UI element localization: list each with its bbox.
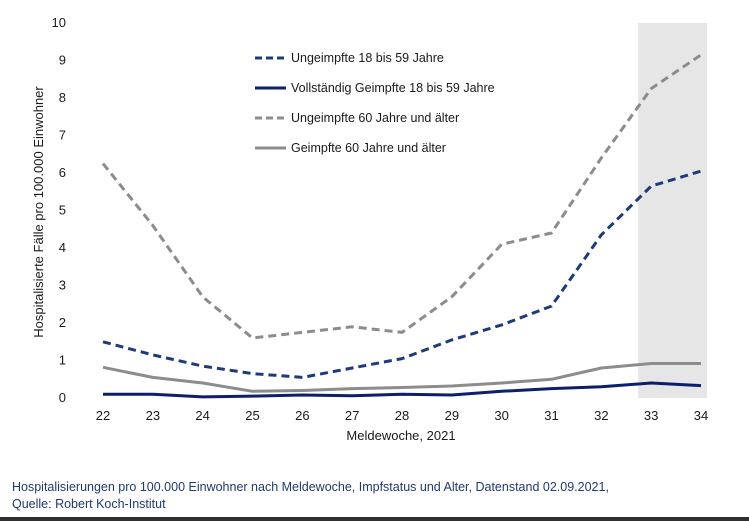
x-tick-label: 32 — [594, 408, 608, 423]
bottom-divider — [0, 517, 749, 521]
y-axis-label: Hospitalisierte Fälle pro 100.000 Einwoh… — [31, 86, 46, 338]
series-line-2 — [103, 381, 702, 399]
x-tick-label: 28 — [395, 408, 409, 423]
x-axis-label: Meldewoche, 2021 — [346, 428, 455, 443]
x-tick-label: 31 — [544, 408, 558, 423]
highlight-band — [638, 23, 707, 398]
series-line-3 — [101, 53, 702, 340]
x-tick-label: 24 — [195, 408, 209, 423]
y-tick-label: 0 — [59, 390, 66, 405]
y-tick-label: 2 — [59, 315, 66, 330]
y-tick-label: 1 — [59, 353, 66, 368]
figure-caption: Hospitalisierungen pro 100.000 Einwohner… — [12, 479, 742, 513]
x-tick-label: 22 — [96, 408, 110, 423]
y-tick-label: 5 — [59, 203, 66, 218]
x-tick-label: 33 — [644, 408, 658, 423]
caption-line-2: Quelle: Robert Koch-Institut — [12, 497, 166, 511]
x-tick-label: 30 — [494, 408, 508, 423]
y-tick-label: 3 — [59, 278, 66, 293]
series-line-4 — [102, 362, 701, 393]
y-tick-label: 7 — [59, 128, 66, 143]
y-tick-label: 9 — [59, 53, 66, 68]
caption-line-1: Hospitalisierungen pro 100.000 Einwohner… — [12, 480, 609, 494]
series-line-1 — [102, 169, 702, 379]
legend-label: Vollständig Geimpfte 18 bis 59 Jahre — [291, 81, 495, 95]
x-tick-label: 34 — [694, 408, 708, 423]
x-tick-label: 29 — [445, 408, 459, 423]
legend-label: Ungeimpfte 60 Jahre und älter — [291, 111, 459, 125]
x-tick-label: 23 — [146, 408, 160, 423]
y-tick-label: 8 — [59, 90, 66, 105]
y-tick-label: 10 — [52, 15, 66, 30]
legend-label: Geimpfte 60 Jahre und älter — [291, 141, 446, 155]
x-tick-label: 25 — [245, 408, 259, 423]
y-tick-label: 4 — [59, 240, 66, 255]
x-tick-label: 26 — [295, 408, 309, 423]
y-tick-label: 6 — [59, 165, 66, 180]
legend-label: Ungeimpfte 18 bis 59 Jahre — [291, 51, 444, 65]
x-tick-label: 27 — [345, 408, 359, 423]
